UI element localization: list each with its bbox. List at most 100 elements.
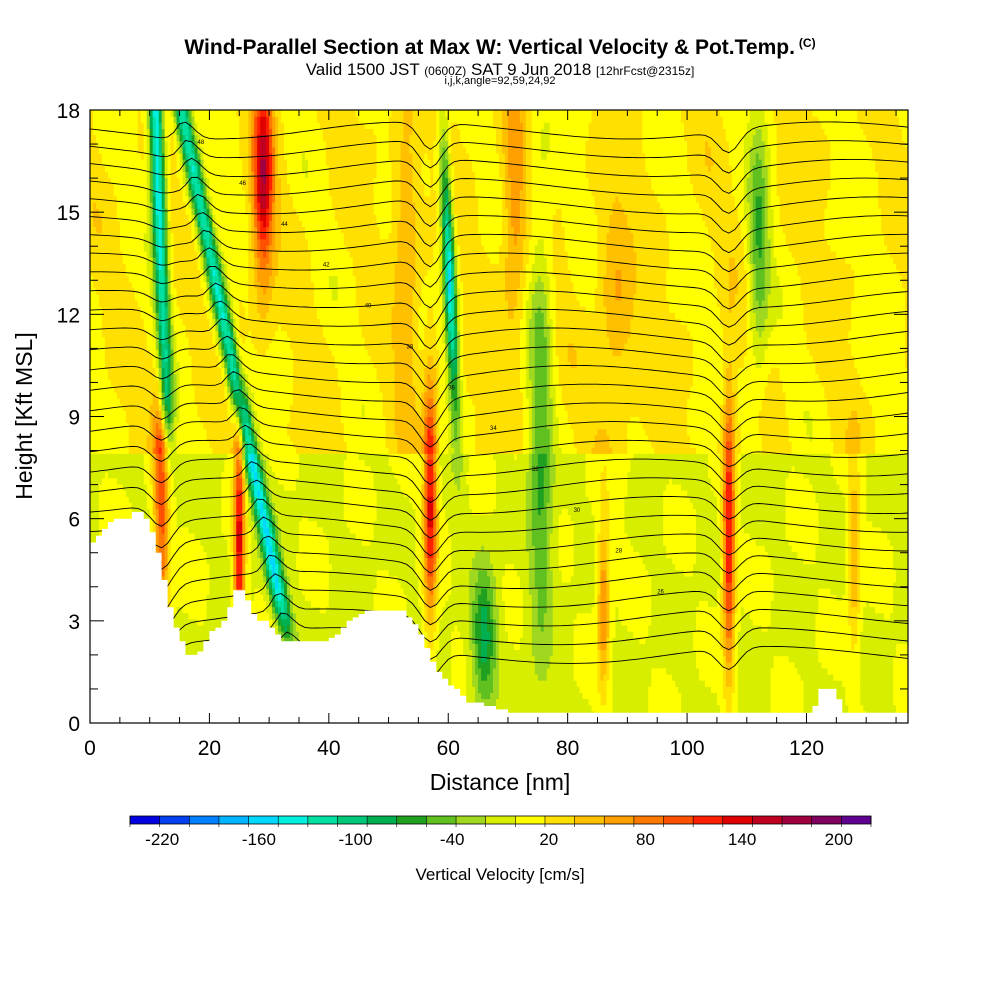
isentrope-line [90,193,908,234]
vertical-velocity-field [90,110,908,723]
colorbar-swatch [693,816,724,824]
colorbar-swatch [722,816,753,824]
y-tick-label: 3 [68,611,80,634]
colorbar: -220 -160 -100 -40 20 80 140 200 [129,815,872,849]
isentrope-line [90,535,908,592]
isentrope-line [90,443,908,504]
colorbar-swatch [456,816,487,824]
y-tick-label: 9 [68,407,80,430]
valid-time: Valid 1500 JST [306,60,420,79]
colorbar-swatch [396,816,427,824]
isentrope-label: 32 [532,467,539,473]
terrain-mask [90,511,908,723]
isentrope-line [90,121,908,154]
colorbar-tick-label: -40 [440,830,465,849]
colorbar-tick-label: -160 [242,830,276,849]
isentrope-label: 42 [323,263,330,269]
colorbar-swatch [130,816,161,824]
y-tick-label: 18 [57,100,80,123]
colorbar-swatch [663,816,694,824]
colorbar-swatch [485,816,516,824]
isentrope-label: 40 [365,304,372,310]
colorbar-swatch [752,816,783,824]
isentrope-line [90,370,908,429]
title-copyright: (C) [799,36,816,50]
isentrope-label: 44 [281,222,288,228]
y-tick-label: 6 [68,509,80,532]
isentrope-line [90,300,908,350]
y-axis-label: Height [Kft MSL] [11,332,37,499]
colorbar-swatch [337,816,368,824]
x-tick-label: 20 [198,737,221,760]
colorbar-swatch [811,816,842,824]
colorbar-swatch [574,816,605,824]
colorbar-swatch [367,816,398,824]
colorbar-swatch [604,816,635,824]
colorbar-swatch [248,816,279,824]
x-tick-label: 40 [317,737,340,760]
isentrope-line [90,406,908,467]
colorbar-swatch [278,816,309,824]
x-tick-label: 0 [84,737,96,760]
y-tick-label: 0 [68,713,80,736]
potential-temperature-contours: 48 46 44 42 40 38 36 34 32 30 28 26 [90,121,908,693]
colorbar-tick-label: 80 [636,830,655,849]
colorbar-swatch [633,816,664,824]
isentrope-line [90,229,908,273]
colorbar-tick-label: 20 [539,830,558,849]
isentrope-line [90,318,908,370]
isentrope-line [90,461,908,521]
chart-subtitle: Valid 1500 JST (0600Z) SAT 9 Jun 2018 [1… [0,60,1000,80]
colorbar-tick-label: -100 [338,830,372,849]
title-main: Wind-Parallel Section at Max W: Vertical… [184,36,795,59]
isentrope-line [90,176,908,214]
isentrope-label: 48 [198,140,205,146]
colorbar-swatch [544,816,575,824]
isentrope-line [90,335,908,390]
chart-title: Wind-Parallel Section at Max W: Vertical… [0,36,1000,60]
colorbar-swatch [307,816,338,824]
valid-utc: (0600Z) [424,64,466,78]
isentrope-label: 36 [448,385,455,391]
y-tick-label: 15 [57,202,80,225]
section-params: i,j,k,angle=92,59,24,92 [0,75,1000,87]
isentrope-line [90,573,908,634]
colorbar-swatch [515,816,546,824]
isentrope-line [90,479,908,539]
colorbar-swatch [218,816,249,824]
isentrope-label: 38 [407,344,414,350]
isentrope-label: 46 [239,181,246,187]
isentrope-line [90,354,908,410]
colorbar-label: Vertical Velocity [cm/s] [415,865,584,884]
x-tick-label: 120 [789,737,824,760]
isentrope-line [90,593,908,654]
isentrope-label: 26 [657,590,664,596]
isentrope-line [90,389,908,448]
colorbar-swatch [426,816,457,824]
colorbar-swatch [189,816,220,824]
terrain [90,511,908,723]
x-tick-label: 60 [437,737,460,760]
y-tick-label: 12 [57,304,80,327]
isentrope-line [90,554,908,613]
isentrope-label: 34 [490,426,497,432]
isentrope-line [90,424,908,485]
isentrope-line [90,498,908,557]
isentrope-line [90,247,908,292]
colorbar-tick-label: -220 [145,830,179,849]
valid-date: SAT 9 Jun 2018 [471,60,591,79]
x-tick-label: 100 [670,737,705,760]
isentrope-label: 28 [615,549,622,555]
colorbar-tick-label: 140 [728,830,756,849]
colorbar-swatch [159,816,190,824]
isentrope-line [90,265,908,310]
isentrope-line [90,212,908,254]
isentrope-line [90,157,908,194]
isentrope-line [90,516,908,574]
isentrope-label: 30 [574,508,581,514]
isentrope-line [90,140,908,174]
isentrope-line [90,282,908,329]
forecast-info: [12hrFcst@2315z] [596,64,694,78]
